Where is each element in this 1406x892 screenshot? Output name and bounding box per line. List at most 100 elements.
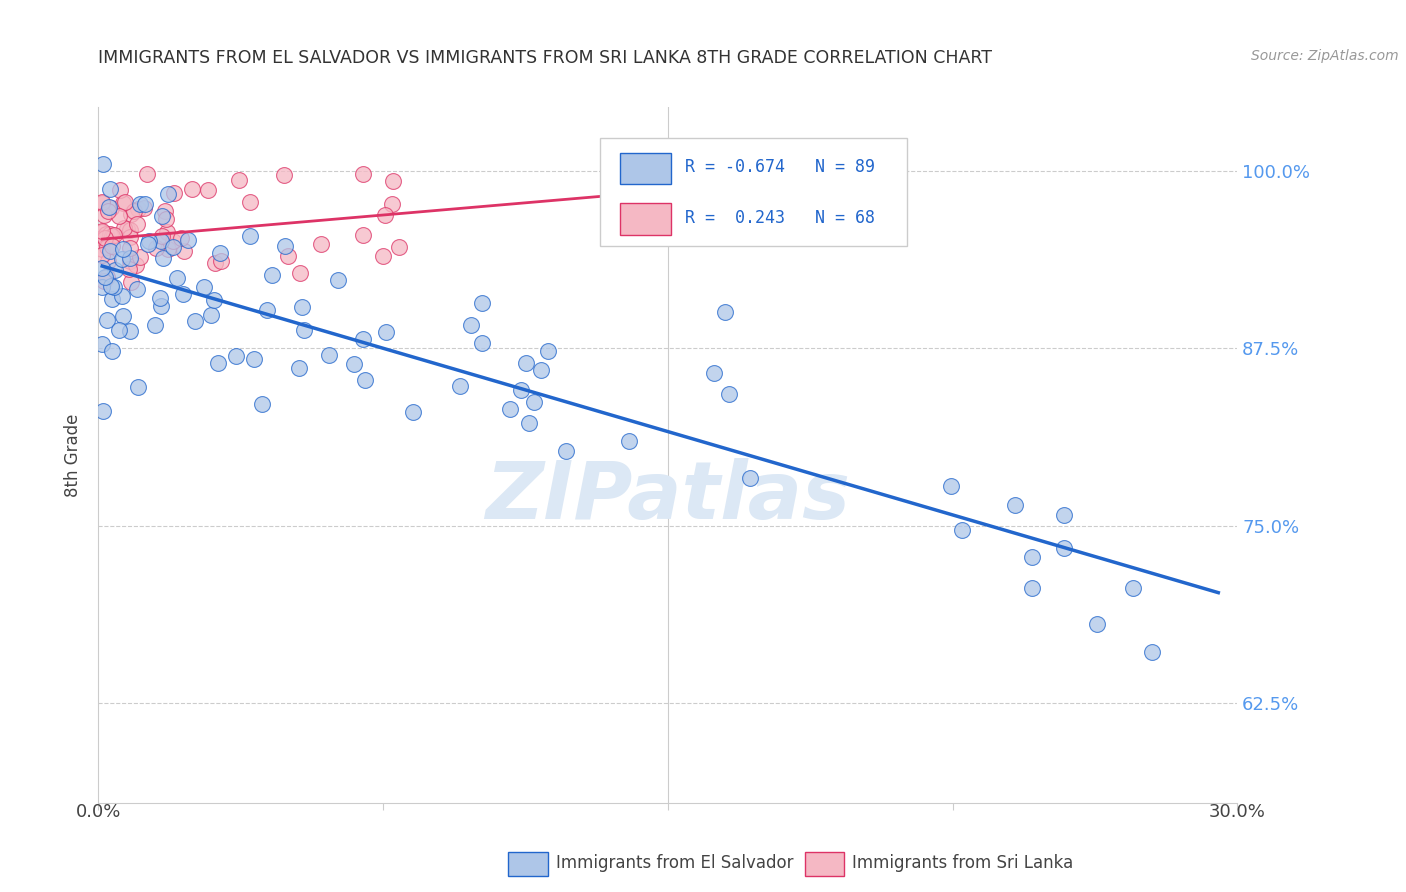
Point (118, 241, 141, 255)
Point (100, 201, 122, 215)
Point (740, 471, 762, 485)
Point (155, 212, 177, 227)
Point (277, 249, 299, 263)
Text: Source: ZipAtlas.com: Source: ZipAtlas.com (1251, 49, 1399, 63)
Point (125, 282, 148, 296)
Point (173, 244, 195, 259)
Point (108, 209, 131, 223)
Point (274, 238, 297, 252)
Point (523, 395, 546, 409)
Point (136, 237, 159, 252)
Point (555, 443, 578, 458)
Point (262, 268, 284, 283)
Point (180, 181, 202, 195)
Point (98, 182, 121, 196)
Point (209, 254, 232, 268)
Text: Immigrants from Sri Lanka: Immigrants from Sri Lanka (852, 855, 1074, 872)
Point (111, 289, 134, 303)
Point (91, 261, 114, 276)
Point (204, 256, 226, 270)
Point (91, 403, 114, 417)
Point (375, 325, 398, 339)
Point (382, 174, 405, 188)
Point (193, 280, 215, 294)
Point (91, 224, 114, 238)
Point (93, 209, 115, 223)
Point (499, 402, 522, 417)
Point (129, 197, 152, 211)
Point (127, 202, 149, 216)
Point (352, 167, 374, 181)
Point (135, 167, 157, 181)
Point (150, 209, 173, 223)
Point (91, 196, 114, 211)
Text: R =  0.243   N = 68: R = 0.243 N = 68 (685, 209, 875, 227)
Text: Immigrants from El Salvador: Immigrants from El Salvador (557, 855, 794, 872)
Point (120, 223, 142, 237)
Point (94, 231, 117, 245)
Point (342, 357, 364, 371)
Point (101, 343, 124, 358)
Text: 30.0%: 30.0% (1209, 803, 1265, 821)
Point (127, 218, 149, 232)
Point (134, 197, 156, 211)
Point (100, 227, 122, 241)
Point (153, 204, 176, 219)
Point (162, 234, 184, 248)
Point (209, 246, 232, 260)
Point (101, 228, 124, 243)
Point (530, 363, 553, 377)
Point (121, 207, 143, 221)
Point (177, 233, 200, 247)
Point (91, 157, 114, 171)
Point (108, 323, 131, 337)
Point (311, 236, 333, 251)
Point (145, 241, 167, 255)
Point (91, 225, 114, 239)
Point (114, 194, 136, 209)
Point (170, 231, 193, 245)
Point (388, 239, 411, 253)
Point (371, 249, 394, 263)
Point (149, 235, 172, 249)
Point (1021, 549, 1043, 564)
Point (156, 225, 179, 239)
Text: IMMIGRANTS FROM EL SALVADOR VS IMMIGRANTS FROM SRI LANKA 8TH GRADE CORRELATION C: IMMIGRANTS FROM EL SALVADOR VS IMMIGRANT… (98, 49, 993, 67)
Point (287, 360, 309, 375)
Point (120, 325, 142, 339)
Point (172, 287, 194, 301)
FancyBboxPatch shape (620, 203, 671, 235)
Point (122, 203, 145, 218)
Point (1052, 508, 1074, 522)
Point (91, 248, 114, 262)
Point (129, 251, 152, 265)
Point (471, 336, 494, 351)
Point (93, 231, 115, 245)
Point (91, 243, 114, 257)
Text: ZIPatlas: ZIPatlas (485, 458, 851, 536)
Point (318, 348, 340, 362)
Point (197, 183, 219, 197)
Point (381, 197, 404, 211)
Point (108, 183, 131, 197)
Point (143, 318, 166, 332)
Text: 0.0%: 0.0% (76, 803, 121, 821)
Point (402, 405, 425, 419)
Point (703, 366, 725, 380)
Point (112, 220, 135, 235)
Point (115, 222, 138, 236)
Point (225, 349, 247, 363)
Point (96, 269, 118, 284)
Point (149, 291, 172, 305)
Point (103, 227, 125, 242)
Point (118, 262, 141, 277)
Point (104, 262, 127, 277)
Point (162, 186, 184, 201)
Point (111, 196, 134, 211)
Point (515, 356, 537, 370)
Point (273, 169, 295, 183)
Point (202, 293, 225, 307)
Point (96, 312, 118, 326)
Point (100, 278, 122, 293)
FancyBboxPatch shape (599, 138, 907, 246)
